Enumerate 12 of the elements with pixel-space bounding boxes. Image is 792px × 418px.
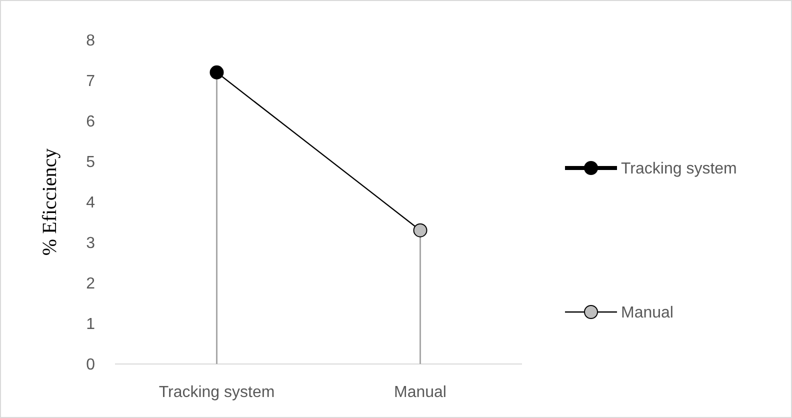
y-tick-label: 5 xyxy=(86,154,96,172)
y-tick-label: 6 xyxy=(86,114,96,131)
y-tick-label: 1 xyxy=(86,316,96,334)
y-tick-label: 0 xyxy=(86,356,96,374)
y-tick-label: 8 xyxy=(86,32,96,50)
legend-label: Manual xyxy=(621,304,674,322)
y-tick-label: 3 xyxy=(86,235,96,252)
y-tick-label: 4 xyxy=(86,194,96,212)
y-tick-label: 2 xyxy=(86,276,96,293)
y-axis-title: % Eficciency xyxy=(39,148,61,256)
legend-label: Tracking system xyxy=(621,160,737,178)
y-tick-label: 7 xyxy=(86,73,96,90)
